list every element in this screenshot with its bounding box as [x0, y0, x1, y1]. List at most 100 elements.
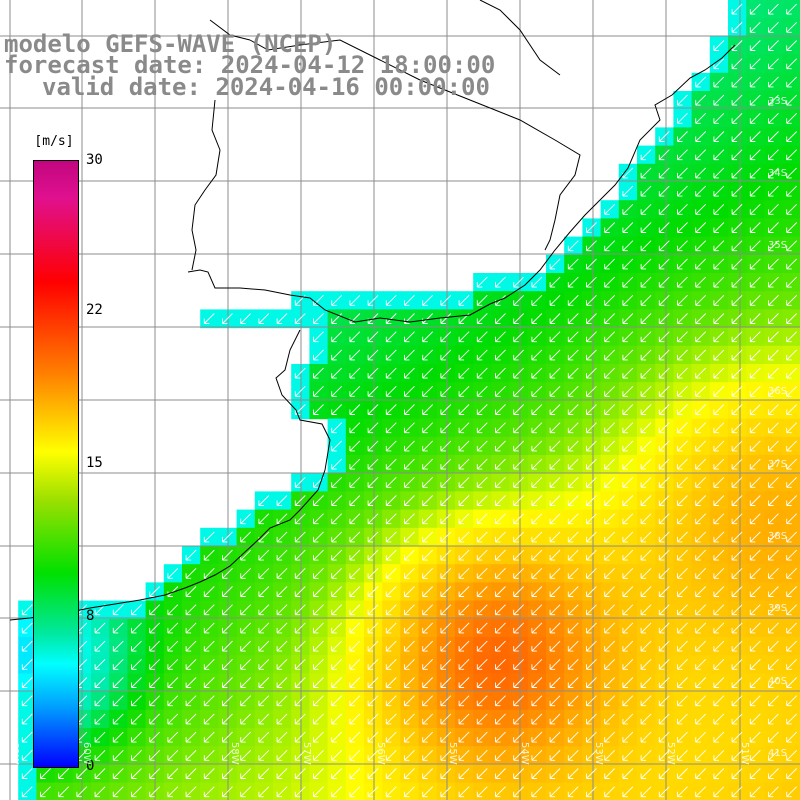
wind-arrows: [21, 3, 798, 798]
wind-arrow: [786, 40, 798, 51]
wind-arrow: [640, 531, 652, 543]
lat-label-35s: 35S: [768, 240, 788, 251]
wind-arrow: [567, 622, 579, 634]
wind-arrow: [367, 768, 379, 779]
wind-arrow: [513, 422, 525, 434]
wind-arrow: [604, 458, 616, 470]
wind-arrow: [422, 713, 434, 725]
wind-arrow: [549, 495, 561, 506]
wind-arrow: [385, 586, 397, 597]
wind-arrow: [513, 276, 525, 288]
wind-arrow: [21, 768, 33, 779]
wind-arrow: [167, 749, 179, 761]
wind-arrow: [695, 422, 707, 434]
wind-arrow: [222, 567, 233, 579]
wind-arrow: [677, 404, 688, 415]
wind-arrow: [731, 695, 743, 707]
wind-arrow: [440, 586, 452, 597]
wind-arrow: [203, 658, 215, 670]
wind-arrow: [404, 294, 415, 306]
wind-arrow: [695, 404, 707, 415]
wind-arrow: [313, 404, 324, 415]
wind-arrow: [786, 131, 798, 142]
wind-arrow: [749, 476, 761, 488]
wind-arrow: [695, 349, 707, 361]
wind-arrow: [203, 549, 215, 561]
wind-arrow: [677, 604, 688, 616]
wind-arrow: [677, 440, 688, 452]
wind-arrow: [658, 622, 670, 634]
wind-arrow: [404, 549, 415, 561]
colorbar-units: [m/s]: [34, 134, 74, 149]
wind-arrow: [731, 167, 743, 179]
wind-arrow: [768, 385, 779, 397]
wind-arrow: [203, 622, 215, 634]
wind-arrow: [422, 749, 434, 761]
wind-arrow: [222, 586, 233, 597]
wind-arrow: [404, 768, 415, 779]
wind-arrow: [440, 313, 452, 324]
wind-arrow: [440, 786, 452, 798]
colorbar-tick-8: 8: [86, 608, 95, 624]
wind-arrow: [422, 513, 434, 525]
wind-arrow: [586, 513, 597, 525]
coastline-path: [9, 329, 331, 621]
wind-arrow: [367, 677, 379, 688]
wind-arrow: [222, 749, 233, 761]
wind-arrow: [476, 331, 488, 343]
wind-arrow: [768, 786, 779, 798]
wind-arrow: [440, 349, 452, 361]
wind-arrow: [458, 658, 470, 670]
wind-arrow: [768, 622, 779, 634]
wind-arrow: [731, 240, 743, 252]
wind-arrow: [422, 731, 434, 743]
wind-arrow: [731, 404, 743, 415]
wind-arrow: [349, 404, 361, 415]
wind-arrow: [458, 294, 470, 306]
wind-arrow: [713, 203, 725, 215]
wind-arrow: [604, 622, 616, 634]
wind-arrow: [112, 677, 124, 688]
wind-arrow: [513, 731, 525, 743]
wind-arrow: [185, 786, 197, 798]
wind-arrow: [495, 276, 506, 288]
wind-arrow: [731, 622, 743, 634]
wind-arrow: [786, 313, 798, 324]
wind-arrow: [586, 604, 597, 616]
wind-arrow: [349, 313, 361, 324]
wind-arrow: [495, 749, 506, 761]
wind-arrow: [476, 367, 488, 379]
wind-arrow: [404, 586, 415, 597]
wind-arrow: [476, 276, 488, 288]
wind-arrow: [713, 768, 725, 779]
wind-arrow: [731, 658, 743, 670]
wind-arrow: [731, 549, 743, 561]
wind-arrow: [749, 495, 761, 506]
wind-arrow: [768, 112, 779, 124]
wind-arrow: [622, 677, 634, 688]
wind-arrow: [76, 786, 88, 798]
wind-arrow: [349, 385, 361, 397]
lon-label-55w: 55W: [447, 742, 458, 765]
wind-arrow: [294, 385, 306, 397]
wind-arrow: [713, 276, 725, 288]
wind-arrow: [786, 404, 798, 415]
wind-arrow: [385, 658, 397, 670]
wind-arrow: [185, 731, 197, 743]
wind-arrow: [586, 586, 597, 597]
wind-arrow: [549, 677, 561, 688]
wind-arrow: [731, 677, 743, 688]
wind-arrow: [604, 240, 616, 252]
wind-arrow: [768, 331, 779, 343]
wind-arrow: [313, 677, 324, 688]
wind-arrow: [622, 367, 634, 379]
wind-arrow: [422, 495, 434, 506]
wind-arrow: [640, 458, 652, 470]
wind-arrow: [513, 294, 525, 306]
wind-arrow: [149, 658, 161, 670]
wind-arrow: [276, 622, 288, 634]
wind-arrow: [203, 731, 215, 743]
wind-arrow: [586, 622, 597, 634]
wind-arrow: [586, 640, 597, 652]
wind-arrow: [567, 731, 579, 743]
